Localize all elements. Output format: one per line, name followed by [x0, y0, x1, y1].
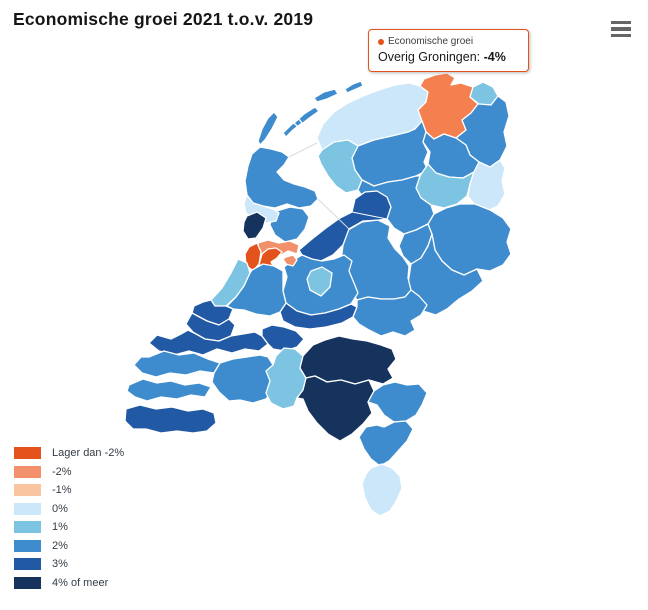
- tooltip-value: -4%: [483, 50, 506, 64]
- region-zuidoost-zuid-holland[interactable]: [261, 324, 305, 352]
- legend-label: Lager dan -2%: [52, 447, 125, 460]
- legend-item[interactable]: 3%: [14, 555, 124, 574]
- region-flevoland[interactable]: [298, 190, 392, 262]
- legend-item[interactable]: 2%: [14, 537, 124, 556]
- legend-item[interactable]: 0%: [14, 500, 124, 519]
- region-ijmond[interactable]: [242, 211, 267, 240]
- map-legend: Lager dan -2% -2% -1% 0% 1% 2% 3% 4% of: [14, 444, 124, 592]
- legend-label: 4% of meer: [52, 576, 109, 589]
- region-zuid-limburg[interactable]: [361, 463, 403, 517]
- legend-item[interactable]: -2%: [14, 463, 124, 482]
- legend-item[interactable]: Lager dan -2%: [14, 444, 124, 463]
- legend-swatch: [14, 539, 41, 552]
- region-midden-limburg[interactable]: [358, 420, 414, 467]
- hamburger-icon: [611, 33, 631, 37]
- region-zuidoost-noord-brabant[interactable]: [296, 375, 375, 442]
- houtribdijk-line: [317, 198, 350, 230]
- tooltip-region-name: Overig Groningen:: [378, 50, 484, 64]
- legend-item[interactable]: -1%: [14, 481, 124, 500]
- legend-item[interactable]: 1%: [14, 518, 124, 537]
- legend-swatch: [14, 484, 41, 497]
- chart-context-menu-button[interactable]: [611, 21, 631, 37]
- region-overig-zeeland[interactable]: [126, 350, 221, 402]
- region-west-noord-brabant[interactable]: [211, 354, 274, 404]
- region-groot-rijnmond[interactable]: [148, 329, 269, 356]
- legend-swatch: [14, 502, 41, 515]
- legend-label: 3%: [52, 558, 68, 571]
- region-arnhem-nijmegen[interactable]: [352, 289, 428, 337]
- region-oost-zuid-holland[interactable]: [226, 263, 287, 317]
- hamburger-icon: [611, 27, 631, 31]
- legend-label: 1%: [52, 521, 68, 534]
- legend-label: -2%: [52, 465, 72, 478]
- region-wadden-islands[interactable]: [257, 80, 364, 146]
- hamburger-icon: [611, 21, 631, 25]
- legend-swatch: [14, 465, 41, 478]
- legend-swatch: [14, 576, 41, 589]
- region-zuidoost-drenthe[interactable]: [467, 159, 506, 212]
- tooltip-series-label: Economische groei: [388, 36, 474, 47]
- legend-label: 2%: [52, 539, 68, 552]
- afsluitdijk-line: [288, 142, 318, 158]
- legend-label: 0%: [52, 502, 68, 515]
- legend-swatch: [14, 447, 41, 460]
- flevoland-inner-border: [351, 211, 388, 220]
- chart-title: Economische groei 2021 t.o.v. 2019: [13, 9, 314, 29]
- region-het-gooi-en-vechtstreek[interactable]: [306, 266, 333, 297]
- region-noord-limburg[interactable]: [367, 381, 428, 423]
- series-marker-icon: [378, 38, 384, 45]
- region-zeeuwsch-vlaanderen[interactable]: [124, 404, 217, 434]
- legend-swatch: [14, 558, 41, 571]
- legend-swatch: [14, 521, 41, 534]
- map-tooltip: Economische groei Overig Groningen: -4%: [368, 29, 529, 72]
- legend-item[interactable]: 4% of meer: [14, 574, 124, 593]
- legend-label: -1%: [52, 484, 72, 497]
- region-midden-noord-brabant[interactable]: [265, 347, 307, 410]
